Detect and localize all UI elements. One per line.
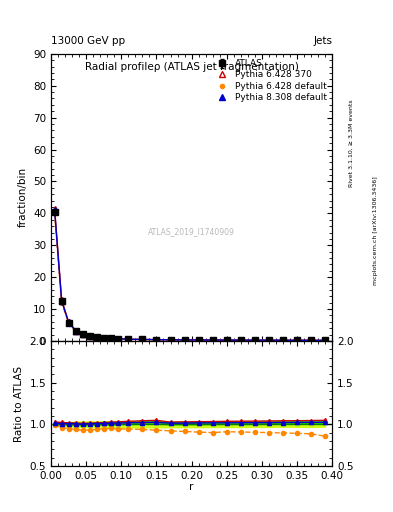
Pythia 6.428 370 — [168, 337, 173, 343]
Pythia 8.308 default — [73, 328, 78, 334]
Pythia 6.428 370 — [116, 336, 120, 342]
Pythia 8.308 default — [168, 337, 173, 343]
Pythia 6.428 370 — [323, 337, 327, 344]
Line: Pythia 8.308 default: Pythia 8.308 default — [52, 207, 328, 343]
Pythia 8.308 default — [140, 336, 145, 343]
Pythia 6.428 370 — [295, 337, 299, 344]
Pythia 8.308 default — [182, 337, 187, 343]
Pythia 8.308 default — [59, 298, 64, 304]
Line: Pythia 6.428 370: Pythia 6.428 370 — [52, 206, 328, 343]
Pythia 6.428 default — [182, 337, 187, 343]
Pythia 6.428 default — [101, 335, 106, 341]
Pythia 8.308 default — [252, 337, 257, 343]
Pythia 6.428 default — [168, 337, 173, 343]
Pythia 6.428 370 — [182, 337, 187, 343]
Pythia 6.428 default — [239, 337, 243, 344]
Pythia 6.428 default — [266, 337, 271, 344]
Pythia 6.428 default — [323, 337, 327, 344]
Pythia 6.428 370 — [59, 297, 64, 303]
X-axis label: r: r — [189, 482, 194, 492]
Pythia 8.308 default — [52, 207, 57, 213]
Pythia 6.428 370 — [210, 337, 215, 343]
Pythia 8.308 default — [116, 336, 120, 342]
Pythia 8.308 default — [210, 337, 215, 343]
Pythia 8.308 default — [281, 337, 285, 344]
Pythia 6.428 default — [210, 337, 215, 343]
Y-axis label: Ratio to ATLAS: Ratio to ATLAS — [14, 366, 24, 441]
Pythia 6.428 default — [309, 337, 313, 344]
Pythia 6.428 default — [52, 210, 57, 217]
Pythia 6.428 default — [154, 337, 159, 343]
Pythia 6.428 default — [281, 337, 285, 344]
Pythia 8.308 default — [295, 337, 299, 344]
Pythia 6.428 default — [80, 332, 85, 338]
Pythia 8.308 default — [266, 337, 271, 343]
Legend: ATLAS, Pythia 6.428 370, Pythia 6.428 default, Pythia 8.308 default: ATLAS, Pythia 6.428 370, Pythia 6.428 de… — [209, 56, 330, 105]
Pythia 8.308 default — [196, 337, 201, 343]
Text: Jets: Jets — [313, 36, 332, 46]
Pythia 8.308 default — [87, 333, 92, 339]
Pythia 6.428 default — [252, 337, 257, 344]
Text: Rivet 3.1.10, ≥ 3.3M events: Rivet 3.1.10, ≥ 3.3M events — [349, 99, 354, 187]
Pythia 8.308 default — [323, 337, 327, 344]
Pythia 8.308 default — [154, 336, 159, 343]
Pythia 6.428 370 — [52, 205, 57, 211]
Pythia 6.428 370 — [101, 335, 106, 341]
Pythia 6.428 default — [66, 321, 71, 327]
Pythia 6.428 370 — [94, 334, 99, 340]
Y-axis label: fraction/bin: fraction/bin — [18, 167, 28, 227]
Pythia 8.308 default — [94, 334, 99, 340]
Pythia 6.428 370 — [87, 333, 92, 339]
Pythia 8.308 default — [309, 337, 313, 344]
Pythia 6.428 default — [94, 334, 99, 340]
Text: ATLAS_2019_I1740909: ATLAS_2019_I1740909 — [148, 227, 235, 237]
Line: Pythia 6.428 default: Pythia 6.428 default — [53, 211, 327, 343]
Pythia 8.308 default — [224, 337, 229, 343]
Pythia 6.428 370 — [126, 336, 131, 343]
Pythia 6.428 default — [87, 333, 92, 339]
Pythia 6.428 default — [196, 337, 201, 343]
Pythia 6.428 default — [108, 335, 113, 342]
Pythia 8.308 default — [66, 319, 71, 326]
Pythia 6.428 default — [295, 337, 299, 344]
Pythia 6.428 370 — [196, 337, 201, 343]
Pythia 6.428 default — [73, 328, 78, 334]
Pythia 8.308 default — [108, 335, 113, 342]
Pythia 6.428 370 — [73, 328, 78, 334]
Pythia 8.308 default — [126, 336, 131, 343]
Pythia 6.428 370 — [281, 337, 285, 344]
Pythia 6.428 370 — [140, 336, 145, 343]
Pythia 8.308 default — [239, 337, 243, 343]
Pythia 6.428 default — [140, 336, 145, 343]
Pythia 6.428 default — [224, 337, 229, 343]
Text: 13000 GeV pp: 13000 GeV pp — [51, 36, 125, 46]
Pythia 6.428 370 — [252, 337, 257, 343]
Pythia 6.428 default — [126, 336, 131, 343]
Pythia 6.428 370 — [266, 337, 271, 343]
Pythia 6.428 default — [116, 336, 120, 342]
Pythia 6.428 370 — [108, 335, 113, 342]
Pythia 6.428 default — [59, 300, 64, 306]
Pythia 6.428 370 — [80, 331, 85, 337]
Pythia 6.428 370 — [154, 336, 159, 343]
Pythia 6.428 370 — [66, 319, 71, 325]
Pythia 6.428 370 — [309, 337, 313, 344]
Pythia 6.428 370 — [224, 337, 229, 343]
Text: mcplots.cern.ch [arXiv:1306.3436]: mcplots.cern.ch [arXiv:1306.3436] — [373, 176, 378, 285]
Pythia 6.428 370 — [239, 337, 243, 343]
Pythia 8.308 default — [80, 331, 85, 337]
Text: Radial profileρ (ATLAS jet fragmentation): Radial profileρ (ATLAS jet fragmentation… — [84, 62, 299, 72]
Pythia 8.308 default — [101, 335, 106, 341]
